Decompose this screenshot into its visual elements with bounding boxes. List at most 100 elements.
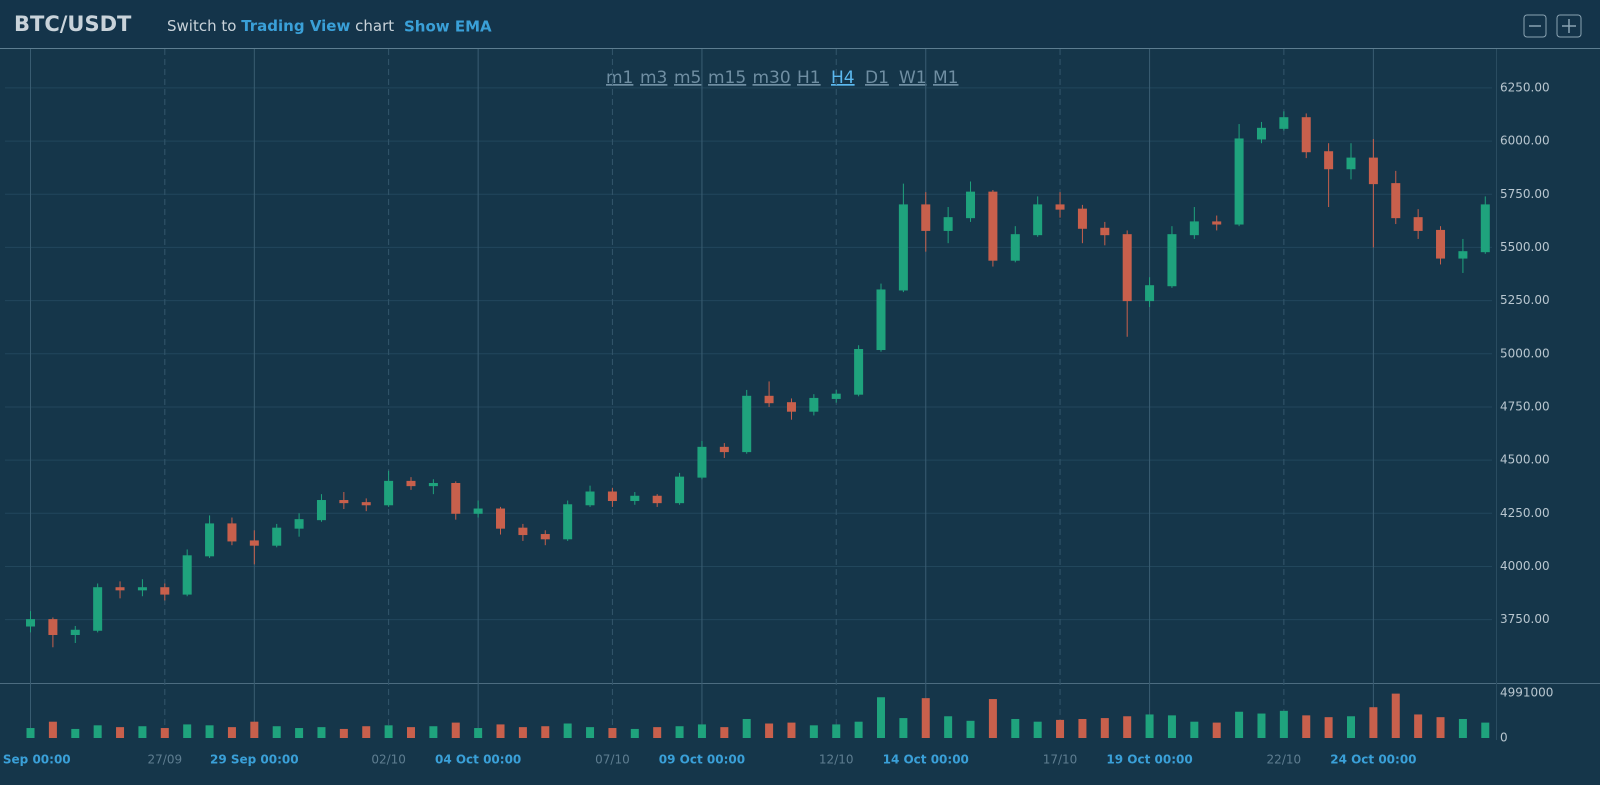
- volume-bar: [1369, 707, 1378, 738]
- volume-bar: [1033, 721, 1042, 738]
- volume-bar: [406, 727, 415, 738]
- volume-bar: [496, 724, 505, 738]
- candle-body: [451, 483, 461, 514]
- volume-bar: [988, 699, 997, 738]
- candle-body: [249, 540, 259, 546]
- volume-bar: [1302, 715, 1311, 738]
- candle-body: [831, 393, 841, 399]
- volume-tick-label: 0: [1500, 731, 1508, 745]
- timeframe-button[interactable]: m5: [674, 68, 701, 88]
- candle-body: [1391, 183, 1401, 219]
- zoom-in-button[interactable]: [1556, 14, 1582, 38]
- volume-bar: [541, 726, 550, 738]
- y-tick-label: 5250.00: [1500, 293, 1550, 307]
- volume-bar: [518, 727, 527, 738]
- timeframe-button[interactable]: M1: [933, 68, 958, 88]
- timeframe-button[interactable]: W1: [899, 68, 927, 88]
- volume-bar: [116, 727, 125, 738]
- candle-body: [1055, 204, 1065, 210]
- y-tick-label: 5750.00: [1500, 187, 1550, 201]
- candle-body: [563, 504, 573, 540]
- candle-body: [585, 491, 595, 506]
- candle-body: [1234, 138, 1244, 225]
- candle-body: [339, 500, 349, 504]
- timeframe-button[interactable]: m1: [606, 68, 633, 88]
- candle-body: [1324, 151, 1334, 170]
- candle-body: [786, 402, 796, 412]
- volume-bar: [227, 727, 236, 738]
- x-tick-label: 14 Oct 00:00: [883, 753, 969, 767]
- trading-view-link[interactable]: Trading View: [241, 17, 350, 35]
- candle-body: [921, 204, 931, 231]
- volume-bar: [1011, 718, 1020, 738]
- candle-body: [898, 204, 908, 291]
- candle-body: [1145, 285, 1155, 302]
- x-tick-label: 04 Oct 00:00: [435, 753, 521, 767]
- volume-bar: [586, 727, 595, 738]
- volume-bar: [339, 728, 348, 738]
- timeframe-button[interactable]: H4: [831, 68, 855, 88]
- volume-bar: [653, 727, 662, 738]
- candle-body: [1077, 208, 1087, 229]
- volume-bar: [295, 728, 304, 738]
- volume-bar: [1123, 716, 1132, 738]
- volume-bar: [1414, 714, 1423, 738]
- candle-body: [48, 619, 58, 636]
- candle-body: [540, 534, 550, 540]
- volume-bar: [1078, 718, 1087, 738]
- volume-bar: [742, 718, 751, 738]
- volume-bar: [384, 725, 393, 738]
- volume-bar: [1279, 710, 1288, 738]
- volume-bar: [362, 726, 371, 738]
- y-tick-label: 4000.00: [1500, 559, 1550, 573]
- volume-bar: [160, 728, 169, 738]
- volume-bar: [921, 698, 930, 738]
- volume-bar: [1100, 718, 1109, 738]
- volume-bar: [697, 724, 706, 738]
- candle-body: [137, 587, 147, 591]
- zoom-out-button[interactable]: [1523, 14, 1547, 38]
- volume-bar: [809, 725, 818, 738]
- volume-bar: [854, 721, 863, 738]
- volume-bar: [1391, 693, 1400, 738]
- volume-bar: [675, 726, 684, 738]
- x-tick-label: 02/10: [371, 753, 406, 767]
- candle-body: [93, 587, 103, 631]
- candle-body: [1436, 229, 1446, 259]
- candle-body: [182, 555, 192, 595]
- candle-body: [406, 480, 416, 487]
- timeframe-button[interactable]: m30: [753, 68, 791, 88]
- candle-body: [675, 476, 685, 504]
- volume-bar: [26, 728, 35, 738]
- pair-title: BTC/USDT: [14, 12, 132, 36]
- x-tick-label: 07/10: [595, 753, 630, 767]
- candle-body: [1189, 221, 1199, 236]
- volume-bar: [563, 723, 572, 738]
- x-tick-label: 12/10: [819, 753, 854, 767]
- candle-body: [1480, 204, 1490, 253]
- y-tick-label: 4500.00: [1500, 453, 1550, 467]
- candle-body: [809, 397, 819, 412]
- candle-body: [1413, 217, 1423, 231]
- volume-bar: [1257, 713, 1266, 738]
- timeframe-button[interactable]: D1: [865, 68, 889, 88]
- candle-body: [854, 349, 864, 395]
- timeframe-button[interactable]: m15: [708, 68, 746, 88]
- volume-bar: [1056, 719, 1065, 738]
- volume-bar: [272, 726, 281, 738]
- volume-bar: [966, 720, 975, 738]
- volume-bar: [899, 718, 908, 738]
- candle-body: [697, 446, 707, 478]
- show-ema-link[interactable]: Show EMA: [404, 18, 492, 36]
- timeframe-button[interactable]: m3: [640, 68, 667, 88]
- volume-bar: [48, 721, 57, 738]
- candle-body: [1368, 157, 1378, 185]
- candle-body: [496, 508, 506, 529]
- timeframe-button[interactable]: H1: [797, 68, 821, 88]
- y-tick-label: 6250.00: [1500, 80, 1550, 94]
- x-tick-label: 19 Oct 00:00: [1106, 753, 1192, 767]
- candle-body: [988, 191, 998, 261]
